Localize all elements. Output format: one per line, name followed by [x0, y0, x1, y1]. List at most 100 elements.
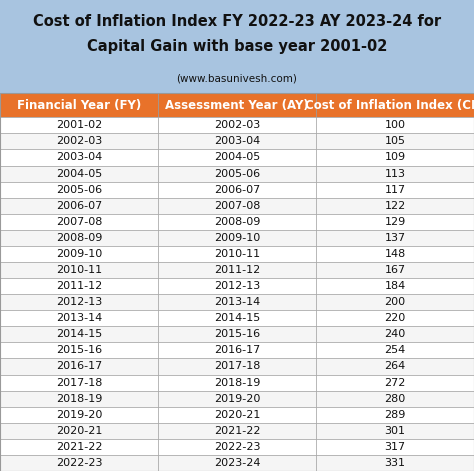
- Text: 2007-08: 2007-08: [56, 217, 102, 227]
- Text: 2014-15: 2014-15: [214, 313, 260, 323]
- Bar: [0, 93, 474, 471]
- Text: 137: 137: [384, 233, 406, 243]
- Bar: [316, 133, 474, 149]
- Bar: [158, 423, 316, 439]
- Bar: [0, 358, 158, 374]
- Bar: [316, 390, 474, 406]
- Text: 2022-23: 2022-23: [214, 442, 260, 452]
- Bar: [158, 374, 316, 390]
- Bar: [316, 326, 474, 342]
- Text: 301: 301: [384, 426, 406, 436]
- Text: 2010-11: 2010-11: [56, 265, 102, 275]
- Text: 2006-07: 2006-07: [56, 201, 102, 211]
- Bar: [0, 117, 158, 133]
- Bar: [0, 198, 158, 214]
- Bar: [0, 326, 158, 342]
- Text: 2020-21: 2020-21: [214, 410, 260, 420]
- Text: 2011-12: 2011-12: [214, 265, 260, 275]
- Text: 2012-13: 2012-13: [56, 297, 102, 307]
- Text: 2015-16: 2015-16: [214, 329, 260, 339]
- Bar: [158, 246, 316, 262]
- Bar: [158, 214, 316, 230]
- Text: Assessment Year (AY): Assessment Year (AY): [165, 99, 309, 112]
- Text: 289: 289: [384, 410, 406, 420]
- Text: 2014-15: 2014-15: [56, 329, 102, 339]
- Bar: [0, 342, 158, 358]
- Bar: [316, 262, 474, 278]
- Text: 109: 109: [384, 153, 406, 162]
- Bar: [316, 182, 474, 198]
- Bar: [158, 262, 316, 278]
- Bar: [158, 198, 316, 214]
- Text: 2005-06: 2005-06: [214, 169, 260, 179]
- Text: 2011-12: 2011-12: [56, 281, 102, 291]
- Bar: [0, 374, 158, 390]
- Text: (www.basunivesh.com): (www.basunivesh.com): [176, 73, 298, 83]
- Text: 2006-07: 2006-07: [214, 185, 260, 195]
- Bar: [316, 342, 474, 358]
- Text: 2004-05: 2004-05: [214, 153, 260, 162]
- Text: 2016-17: 2016-17: [214, 345, 260, 356]
- Bar: [0, 165, 158, 182]
- Text: 272: 272: [384, 378, 406, 388]
- Text: 2002-03: 2002-03: [214, 120, 260, 130]
- Bar: [158, 326, 316, 342]
- Bar: [158, 133, 316, 149]
- Bar: [0, 93, 158, 117]
- Text: 2003-04: 2003-04: [56, 153, 102, 162]
- Text: 2016-17: 2016-17: [56, 361, 102, 372]
- Text: 105: 105: [384, 137, 406, 146]
- Bar: [0, 230, 158, 246]
- Text: 2017-18: 2017-18: [56, 378, 102, 388]
- Bar: [316, 246, 474, 262]
- Text: 254: 254: [384, 345, 406, 356]
- Text: 2008-09: 2008-09: [214, 217, 260, 227]
- Text: 2021-22: 2021-22: [55, 442, 102, 452]
- Text: 2012-13: 2012-13: [214, 281, 260, 291]
- Bar: [316, 198, 474, 214]
- Bar: [0, 214, 158, 230]
- Text: 2018-19: 2018-19: [56, 394, 102, 404]
- Text: 2002-03: 2002-03: [56, 137, 102, 146]
- Text: 317: 317: [384, 442, 406, 452]
- Bar: [0, 0, 474, 93]
- Bar: [0, 262, 158, 278]
- Text: 2017-18: 2017-18: [214, 361, 260, 372]
- Text: Cost of Inflation Index FY 2022-23 AY 2023-24 for: Cost of Inflation Index FY 2022-23 AY 20…: [33, 14, 441, 29]
- Text: 2020-21: 2020-21: [56, 426, 102, 436]
- Text: Capital Gain with base year 2001-02: Capital Gain with base year 2001-02: [87, 39, 387, 54]
- Text: 113: 113: [384, 169, 406, 179]
- Bar: [158, 294, 316, 310]
- Bar: [0, 182, 158, 198]
- Bar: [158, 93, 316, 117]
- Bar: [316, 149, 474, 165]
- Bar: [0, 423, 158, 439]
- Bar: [158, 230, 316, 246]
- Bar: [0, 246, 158, 262]
- Text: 2010-11: 2010-11: [214, 249, 260, 259]
- Bar: [316, 455, 474, 471]
- Bar: [158, 310, 316, 326]
- Bar: [0, 93, 474, 471]
- Bar: [0, 390, 158, 406]
- Bar: [158, 455, 316, 471]
- Text: 2005-06: 2005-06: [56, 185, 102, 195]
- Text: 2004-05: 2004-05: [56, 169, 102, 179]
- Text: 220: 220: [384, 313, 406, 323]
- Bar: [316, 165, 474, 182]
- Text: 2009-10: 2009-10: [214, 233, 260, 243]
- Text: 280: 280: [384, 394, 406, 404]
- Text: 184: 184: [384, 281, 406, 291]
- Text: 2019-20: 2019-20: [214, 394, 260, 404]
- Bar: [0, 439, 158, 455]
- Text: 2023-24: 2023-24: [214, 458, 260, 468]
- Bar: [158, 390, 316, 406]
- Bar: [0, 406, 158, 423]
- Text: 167: 167: [384, 265, 406, 275]
- Text: 2007-08: 2007-08: [214, 201, 260, 211]
- Bar: [158, 439, 316, 455]
- Bar: [158, 278, 316, 294]
- Text: 117: 117: [384, 185, 406, 195]
- Text: 264: 264: [384, 361, 406, 372]
- Text: 2021-22: 2021-22: [214, 426, 260, 436]
